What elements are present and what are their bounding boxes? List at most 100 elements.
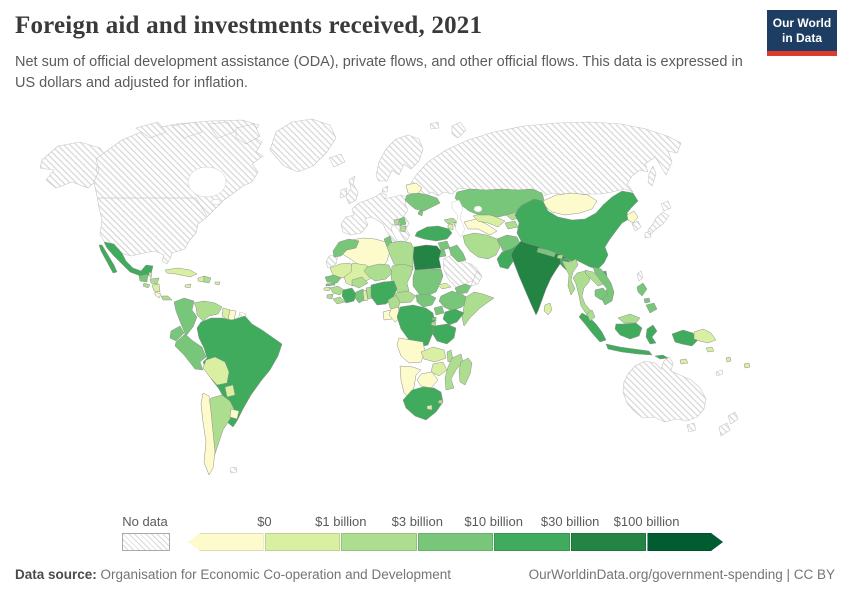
region-russia-nodata[interactable] (408, 121, 682, 197)
country-malaysia-peninsula[interactable] (586, 309, 596, 322)
country-costa-rica[interactable] (154, 291, 162, 299)
country-south-sudan[interactable] (415, 293, 437, 308)
country-iraq[interactable] (448, 244, 467, 263)
country-sudan[interactable] (412, 268, 444, 297)
country-burkina-faso[interactable] (351, 276, 369, 289)
region-arctic-island-nodata[interactable] (207, 121, 235, 139)
country-ethiopia[interactable] (438, 290, 471, 312)
country-armenia[interactable] (447, 223, 454, 231)
region-denmark-nodata[interactable] (381, 185, 389, 193)
country-belarus[interactable] (405, 182, 423, 195)
region-sakhalin-nodata[interactable] (647, 165, 657, 187)
country-madagascar[interactable] (458, 357, 473, 386)
country-bolivia[interactable] (202, 356, 230, 386)
country-zimbabwe[interactable] (430, 361, 448, 377)
legend-no-data-swatch[interactable] (122, 533, 170, 551)
region-iceland-nodata[interactable] (328, 153, 346, 168)
region-baffin-nodata[interactable] (235, 123, 261, 145)
country-serbia[interactable] (398, 216, 407, 227)
country-colombia[interactable] (173, 297, 198, 337)
country-fiji[interactable] (743, 362, 751, 369)
region-greenland-nodata[interactable] (269, 118, 337, 173)
country-sri-lanka[interactable] (543, 302, 553, 316)
region-south-korea-nodata[interactable] (631, 220, 642, 232)
country-togo[interactable] (362, 289, 369, 302)
region-uk-nodata[interactable] (345, 175, 359, 205)
country-venezuela[interactable] (193, 300, 223, 322)
country-vietnam[interactable] (592, 266, 615, 306)
country-nicaragua[interactable] (151, 283, 161, 293)
country-tajikistan[interactable] (504, 220, 519, 230)
region-ireland-nodata[interactable] (339, 187, 348, 199)
owid-link[interactable]: OurWorldinData.org/government-spending (528, 567, 783, 582)
country-ukraine[interactable] (404, 192, 441, 212)
country-albania-macedonia[interactable] (399, 225, 407, 233)
country-burundi[interactable] (430, 321, 437, 327)
country-papua-new-guinea[interactable] (693, 328, 717, 344)
region-falklands-nodata[interactable] (229, 466, 238, 474)
country-gambia[interactable] (325, 282, 336, 287)
country-dominican-republic[interactable] (203, 275, 212, 284)
country-ecuador[interactable] (169, 325, 185, 342)
country-moldova[interactable] (417, 209, 424, 217)
country-angola[interactable] (396, 337, 426, 364)
country-paraguay[interactable] (224, 384, 236, 398)
country-somalia[interactable] (461, 291, 495, 327)
country-rwanda[interactable] (431, 316, 437, 322)
country-nepal[interactable] (536, 247, 557, 258)
country-sierra-leone[interactable] (326, 293, 334, 300)
region-alaska-nodata[interactable] (39, 141, 109, 189)
region-australia-nodata[interactable] (622, 356, 707, 423)
legend-bin-segment[interactable] (494, 533, 570, 551)
country-cambodia[interactable] (594, 287, 609, 301)
country-guinea-bissau[interactable] (323, 286, 331, 292)
country-zambia[interactable] (420, 346, 447, 363)
country-philippines-luzon[interactable] (636, 282, 648, 297)
country-indonesia-kalimantan[interactable] (614, 322, 643, 340)
country-south-africa[interactable] (402, 386, 444, 421)
country-belize[interactable] (148, 271, 153, 279)
legend-bin-segment[interactable] (341, 533, 417, 551)
country-honduras[interactable] (149, 277, 160, 285)
country-philippines-visayas[interactable] (643, 297, 651, 304)
country-namibia[interactable] (399, 365, 422, 400)
country-tanzania[interactable] (431, 323, 457, 345)
legend-bin-segment[interactable] (188, 533, 264, 551)
country-chile[interactable] (200, 392, 216, 476)
country-vanuatu[interactable] (725, 356, 732, 363)
legend-bin-segment[interactable] (647, 533, 723, 551)
region-hokkaido-nodata[interactable] (660, 200, 672, 212)
country-peru[interactable] (174, 333, 207, 371)
country-turkey[interactable] (414, 225, 453, 242)
country-uganda[interactable] (433, 305, 445, 316)
region-canada-usa-nodata[interactable] (93, 119, 264, 265)
region-new-caledonia-nodata[interactable] (715, 369, 724, 377)
region-svalbard-nodata[interactable] (429, 121, 440, 130)
country-panama[interactable] (160, 295, 173, 301)
country-indonesia-sumatra[interactable] (578, 312, 607, 343)
country-el-salvador[interactable] (142, 282, 151, 289)
country-eswatini[interactable] (437, 399, 444, 405)
country-malaysia-borneo[interactable] (617, 313, 641, 324)
country-cameroon[interactable] (387, 294, 401, 311)
country-laos[interactable] (584, 269, 605, 287)
country-libya[interactable] (386, 240, 415, 271)
country-eritrea[interactable] (437, 282, 452, 290)
country-indonesia-lesser-sunda[interactable] (654, 354, 669, 360)
country-cote-divoire[interactable] (341, 287, 357, 304)
country-mongolia[interactable] (542, 192, 598, 216)
country-mexico-baja[interactable] (98, 244, 118, 274)
region-kyushu-nodata[interactable] (644, 230, 652, 239)
country-iran[interactable] (462, 232, 501, 260)
country-solomon-islands[interactable] (705, 346, 715, 353)
country-jamaica[interactable] (184, 283, 192, 289)
region-new-zealand-nodata[interactable] (727, 411, 739, 425)
country-brazil[interactable] (196, 315, 283, 428)
country-timor[interactable] (679, 358, 689, 365)
country-senegal[interactable] (324, 274, 342, 284)
country-kenya[interactable] (442, 308, 465, 326)
region-japan-nodata[interactable] (647, 211, 670, 235)
legend-bin-segment[interactable] (264, 533, 341, 551)
country-liberia[interactable] (332, 296, 346, 305)
legend-bin-segment[interactable] (570, 533, 647, 551)
